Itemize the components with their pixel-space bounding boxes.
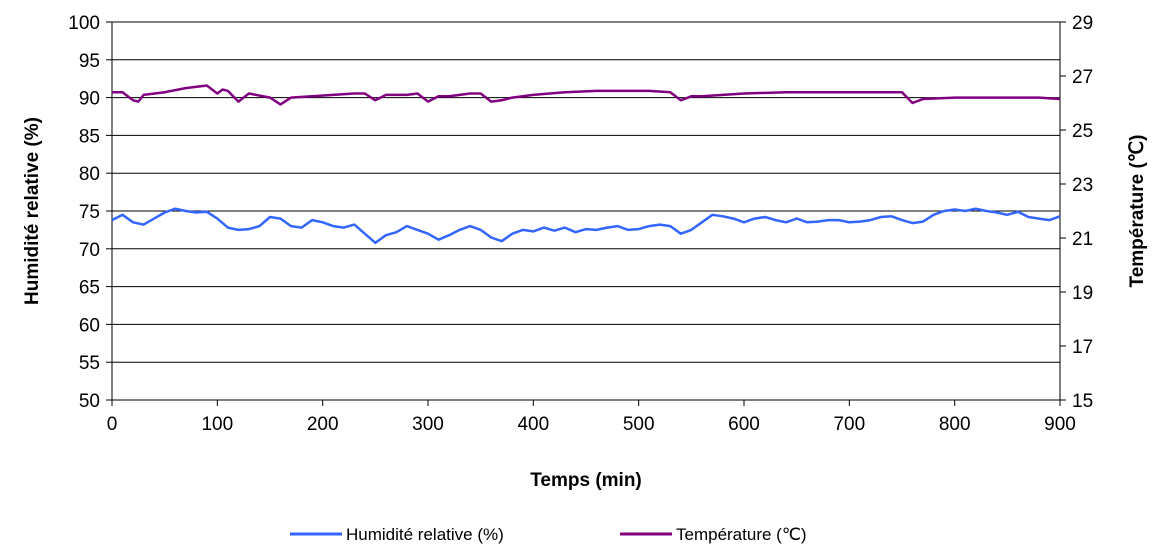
x-tick-label: 800 [939, 414, 971, 435]
series-layer [111, 84, 1061, 245]
y-left-tick-label: 80 [79, 164, 100, 185]
y-right-tick-label: 29 [1072, 13, 1093, 34]
y-left-tick-label: 100 [68, 13, 100, 34]
x-tick-label: 900 [1044, 414, 1076, 435]
y-axis-right-title: Température (℃) [1127, 135, 1148, 288]
y-left-tick-label: 75 [79, 202, 100, 223]
y-right-tick-label: 23 [1072, 175, 1093, 196]
y-left-tick-label: 60 [79, 315, 100, 336]
y-left-tick-label: 85 [79, 126, 100, 147]
x-tick-label: 400 [517, 414, 549, 435]
legend-label-humidity: Humidité relative (%) [346, 525, 504, 544]
y-axis-left-title: Humidité relative (%) [22, 117, 43, 305]
axes-layer [106, 21, 1066, 406]
x-tick-label: 600 [728, 414, 760, 435]
tick-labels-layer: 50 55 60 65 70 75 80 85 90 95 100 15 17 19 21 23 25 27 29 0… [68, 13, 1093, 435]
y-left-tick-label: 50 [79, 391, 100, 412]
y-right-tick-label: 15 [1072, 391, 1093, 412]
x-tick-label: 100 [201, 414, 233, 435]
x-tick-label: 700 [833, 414, 865, 435]
y-left-tick-label: 55 [79, 353, 100, 374]
y-right-tick-label: 21 [1072, 229, 1093, 250]
y-left-tick-label: 65 [79, 278, 100, 299]
series-line-humidity [111, 207, 1061, 245]
y-right-tick-label: 25 [1072, 121, 1093, 142]
x-tick-label: 200 [307, 414, 339, 435]
y-left-tick-label: 95 [79, 51, 100, 72]
y-right-tick-label: 27 [1072, 67, 1093, 88]
x-axis-title: Temps (min) [530, 470, 642, 491]
x-tick-label: 300 [412, 414, 444, 435]
y-right-tick-label: 19 [1072, 283, 1093, 304]
y-left-tick-label: 90 [79, 89, 100, 110]
legend-label-temperature: Température (℃) [676, 525, 807, 544]
grid-layer [112, 21, 1060, 401]
y-right-tick-label: 17 [1072, 337, 1093, 358]
x-tick-label: 0 [107, 414, 118, 435]
x-tick-label: 500 [623, 414, 655, 435]
y-left-tick-label: 70 [79, 240, 100, 261]
legend: Humidité relative (%) Température (℃) [290, 525, 807, 544]
series-line-temperature [112, 84, 1061, 106]
